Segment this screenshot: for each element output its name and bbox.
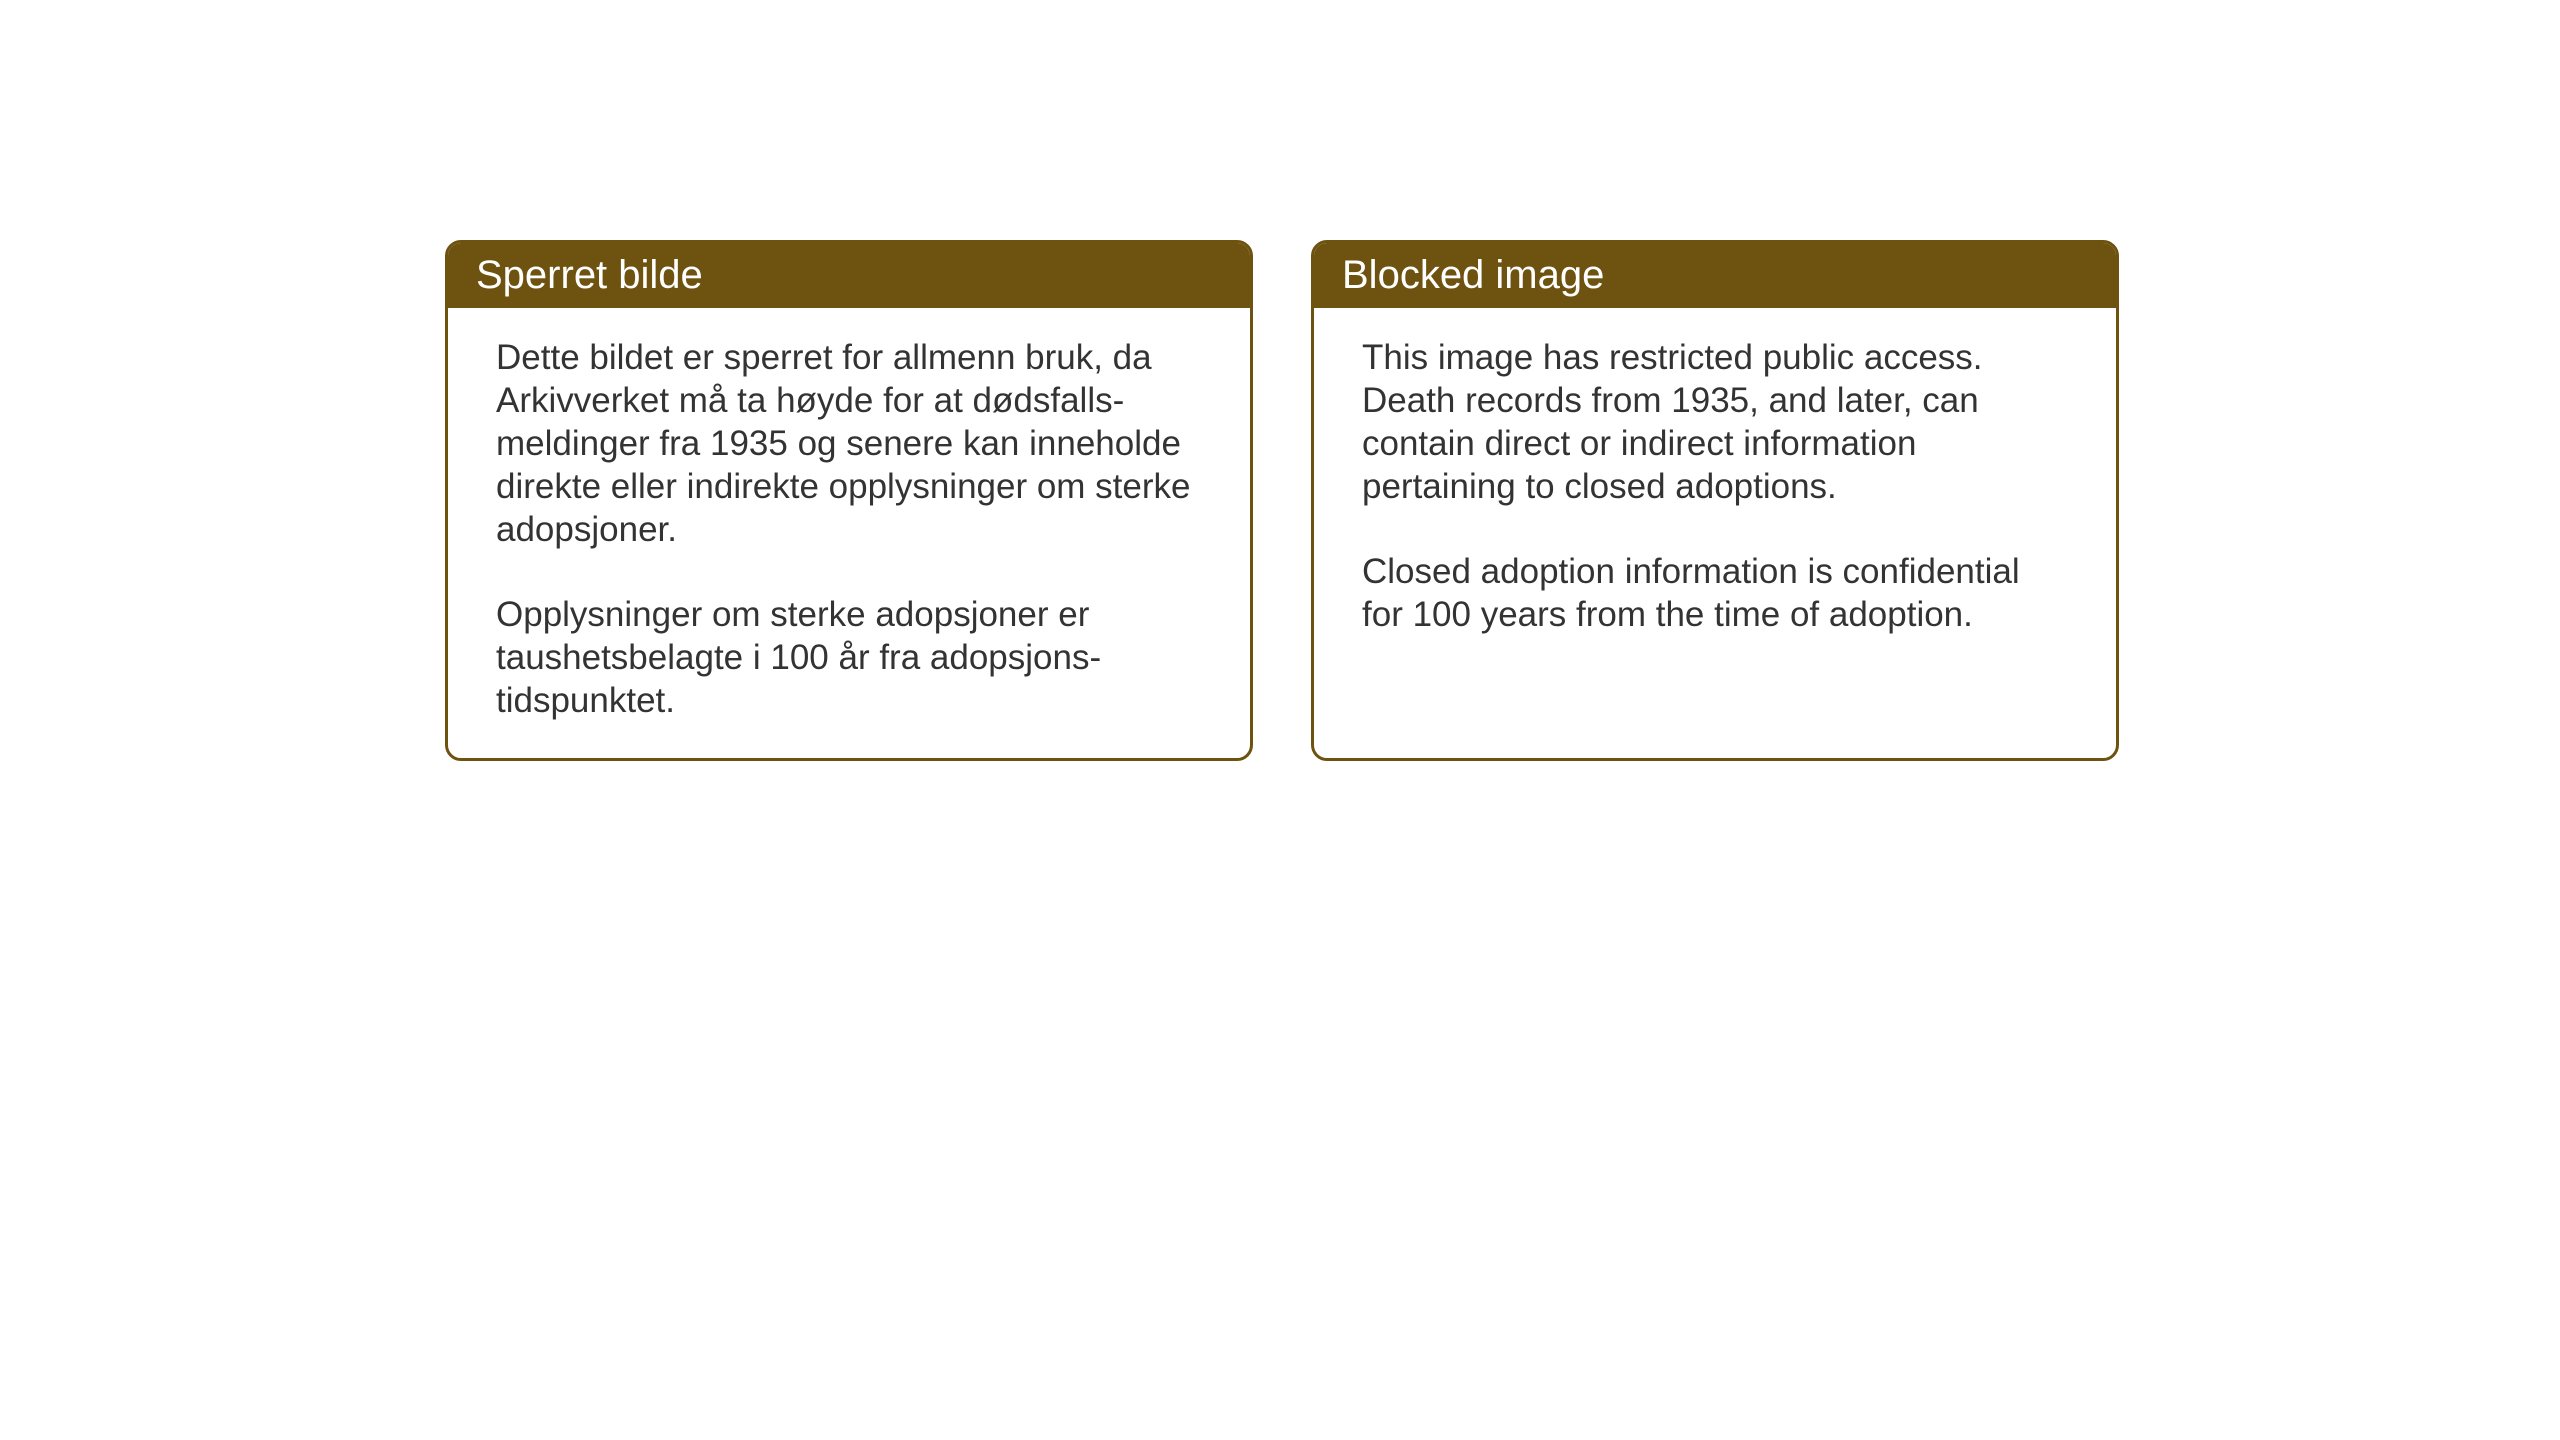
notice-body-english: This image has restricted public access.… <box>1314 308 2116 672</box>
notice-header-norwegian: Sperret bilde <box>448 243 1250 308</box>
notice-box-norwegian: Sperret bilde Dette bildet er sperret fo… <box>445 240 1253 761</box>
notice-paragraph: Closed adoption information is confident… <box>1362 550 2068 636</box>
notice-body-norwegian: Dette bildet er sperret for allmenn bruk… <box>448 308 1250 758</box>
notice-header-english: Blocked image <box>1314 243 2116 308</box>
notice-paragraph: Dette bildet er sperret for allmenn bruk… <box>496 336 1202 551</box>
notice-paragraph: This image has restricted public access.… <box>1362 336 2068 508</box>
notice-container: Sperret bilde Dette bildet er sperret fo… <box>445 240 2119 761</box>
notice-paragraph: Opplysninger om sterke adopsjoner er tau… <box>496 593 1202 722</box>
notice-box-english: Blocked image This image has restricted … <box>1311 240 2119 761</box>
